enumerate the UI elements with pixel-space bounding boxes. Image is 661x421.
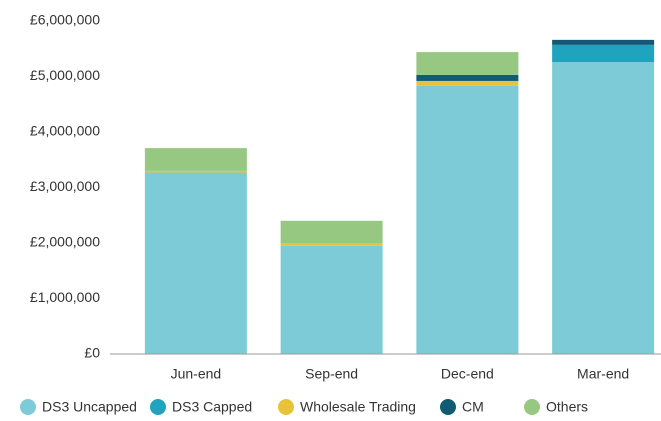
x-tick-label: Mar-end [577,366,629,382]
bar-segment [416,80,519,86]
legend-swatch [150,399,166,415]
y-tick-label: £5,000,000 [30,67,100,83]
bar-segment [280,220,383,243]
x-tick-label: Dec-end [441,366,494,382]
bar-segment [416,52,519,75]
y-tick-label: £4,000,000 [30,123,100,139]
legend-swatch [278,399,294,415]
y-tick-label: £0 [84,345,100,361]
bar-segment [144,172,247,354]
bar-segment [552,62,655,354]
bar-segment [552,44,655,63]
legend-swatch [20,399,36,415]
bar-segment [144,148,247,171]
bar-segment [280,245,383,354]
y-tick-label: £2,000,000 [30,234,100,250]
legend-label: CM [462,399,484,415]
bar-segment [416,85,519,354]
y-tick-label: £6,000,000 [30,12,100,28]
x-tick-label: Sep-end [305,366,358,382]
legend-label: DS3 Capped [172,399,252,415]
bar-segment [280,243,383,246]
legend-label: DS3 Uncapped [42,399,137,415]
bar-segment [416,74,519,81]
x-tick-label: Jun-end [171,366,222,382]
bar-segment [144,170,247,173]
legend-swatch [440,399,456,415]
legend-label: Wholesale Trading [300,399,416,415]
bar-segment [552,39,655,45]
y-tick-label: £3,000,000 [30,178,100,194]
legend-swatch [524,399,540,415]
legend-label: Others [546,399,588,415]
y-tick-label: £1,000,000 [30,289,100,305]
